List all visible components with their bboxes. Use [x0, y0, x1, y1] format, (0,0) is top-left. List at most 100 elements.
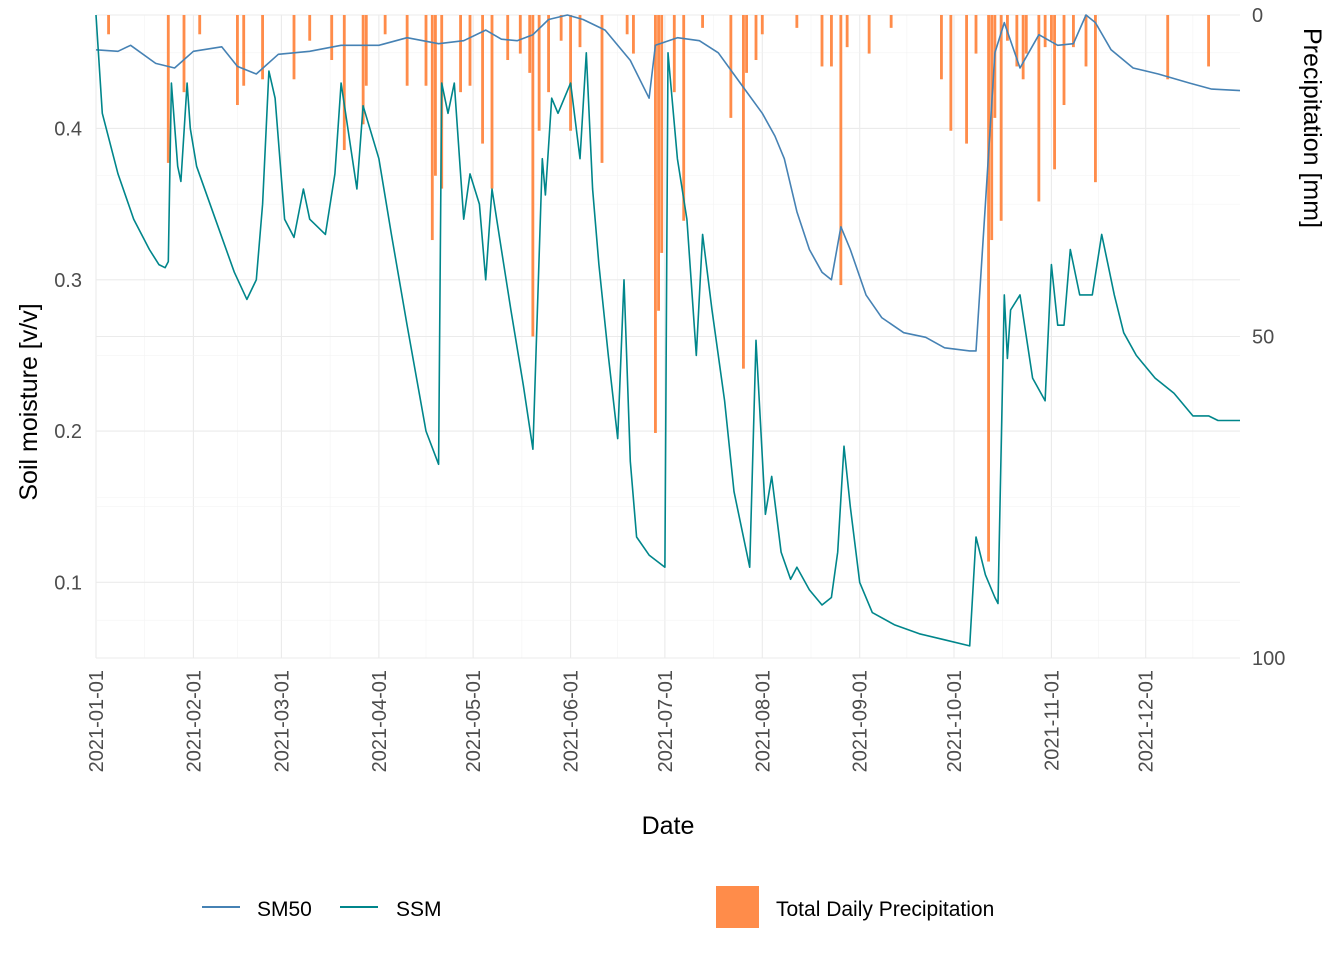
precipitation-bar: [518, 15, 522, 54]
series-line-ssm: [95, 14, 1240, 647]
precipitation-bar: [330, 15, 334, 61]
soil-moisture-lines: [95, 14, 1241, 647]
precipitation-bar: [236, 15, 239, 106]
x-tick-label: 2021-11-01: [1041, 670, 1063, 771]
precipitation-bar: [949, 15, 953, 131]
legend-key-precipitation: [716, 886, 759, 928]
precipitation-bar: [974, 15, 978, 54]
x-tick-label: 2021-10-01: [944, 670, 966, 772]
precipitation-bar: [654, 15, 657, 433]
precipitation-bar: [1015, 15, 1019, 67]
precipitation-bar: [578, 15, 582, 48]
precipitation-bar: [1024, 15, 1028, 54]
precipitation-bar: [430, 15, 434, 241]
precipitation-bar: [889, 15, 893, 28]
precipitation-bar: [506, 15, 510, 61]
precipitation-bar: [364, 15, 368, 86]
precipitation-bar: [1084, 15, 1088, 67]
precipitation-bar: [839, 15, 843, 286]
precipitation-bar: [292, 15, 296, 80]
precipitation-bar: [729, 15, 733, 118]
precipitation-bar: [107, 15, 110, 35]
y-tick-label: 0.1: [54, 572, 82, 594]
x-tick-label: 2021-09-01: [850, 670, 872, 772]
precipitation-bar: [182, 15, 186, 93]
precipitation-bar: [845, 15, 849, 48]
x-tick-label: 2021-08-01: [752, 670, 774, 772]
precipitation-bar: [198, 15, 202, 35]
precipitation-bar: [657, 15, 660, 311]
y-tick-label: 0.2: [54, 421, 82, 443]
precipitation-bar: [481, 15, 484, 144]
y-tick-label: 0.4: [54, 118, 82, 140]
y2-tick-label: 100: [1252, 648, 1285, 670]
x-tick-label: 2021-07-01: [655, 670, 677, 772]
precipitation-bar: [795, 15, 799, 28]
precipitation-bar: [405, 15, 409, 86]
x-tick-label: 2021-02-01: [183, 670, 205, 772]
precipitation-bar: [166, 15, 170, 163]
precipitation-bar: [672, 15, 676, 93]
precipitation-bar: [1207, 15, 1210, 67]
legend: SM50 SSM Total Daily Precipitation: [202, 886, 994, 928]
x-tick-label: 2021-05-01: [463, 670, 485, 772]
x-axis-title: Date: [642, 812, 695, 840]
precipitation-bar: [745, 15, 748, 73]
precipitation-bar: [1037, 15, 1041, 202]
y2-tick-label: 50: [1252, 327, 1274, 349]
x-tick-label: 2021-06-01: [561, 670, 583, 772]
grid-layer: [95, 14, 1240, 659]
precipitation-bar: [999, 15, 1003, 221]
precipitation-bar: [682, 15, 686, 221]
precipitation-bar: [867, 15, 871, 54]
precipitation-bar: [468, 15, 472, 86]
precipitation-bar: [1043, 15, 1047, 48]
precipitation-bar: [547, 15, 550, 93]
precipitation-bar: [1072, 15, 1075, 48]
x-tick-label: 2021-03-01: [271, 670, 293, 772]
precipitation-bar: [993, 15, 997, 118]
precipitation-bar: [559, 15, 563, 41]
precipitation-bar: [1094, 15, 1097, 183]
precipitation-bar: [569, 15, 572, 131]
precipitation-bar: [383, 15, 387, 35]
precipitation-bar: [940, 15, 943, 80]
precipitation-bar: [1053, 15, 1056, 170]
legend-label-sm50: SM50: [257, 898, 312, 921]
precipitation-bar: [1166, 15, 1170, 80]
precipitation-bar: [490, 15, 494, 189]
tick-labels: 0.1 0.2 0.3 0.4 0 50 100 2021-01-01 2021-02-01 20…: [54, 5, 1285, 772]
legend-label-precipitation: Total Daily Precipitation: [776, 898, 994, 921]
precipitation-bar: [987, 15, 990, 562]
precipitation-bar: [990, 15, 994, 241]
precipitation-bar: [1021, 15, 1025, 80]
precipitation-bar: [537, 15, 541, 131]
precipitation-bar: [820, 15, 824, 67]
precipitation-bar: [531, 15, 535, 337]
precipitation-bar: [742, 15, 745, 369]
precipitation-bar: [600, 15, 604, 163]
precipitation-bar: [701, 15, 704, 28]
precipitation-bar: [424, 15, 428, 86]
precipitation-bars: [107, 15, 1210, 562]
legend-label-ssm: SSM: [396, 898, 442, 921]
y-tick-label: 0.3: [54, 270, 82, 292]
precipitation-bar: [965, 15, 968, 144]
precipitation-bar: [760, 15, 764, 35]
precipitation-bar: [261, 15, 264, 80]
series-line-sm50: [95, 14, 1241, 352]
precipitation-bar: [1006, 15, 1009, 41]
precipitation-bar: [632, 15, 635, 54]
precipitation-bar: [1062, 15, 1066, 106]
x-tick-label: 2021-12-01: [1136, 670, 1158, 772]
precipitation-bar: [754, 15, 758, 61]
precipitation-bar: [242, 15, 246, 86]
precipitation-bar: [1050, 15, 1053, 41]
y2-tick-label: 0: [1252, 5, 1263, 27]
precipitation-bar: [459, 15, 462, 93]
x-tick-label: 2021-01-01: [86, 670, 108, 772]
precipitation-bar: [528, 15, 532, 73]
precipitation-bar: [625, 15, 629, 35]
